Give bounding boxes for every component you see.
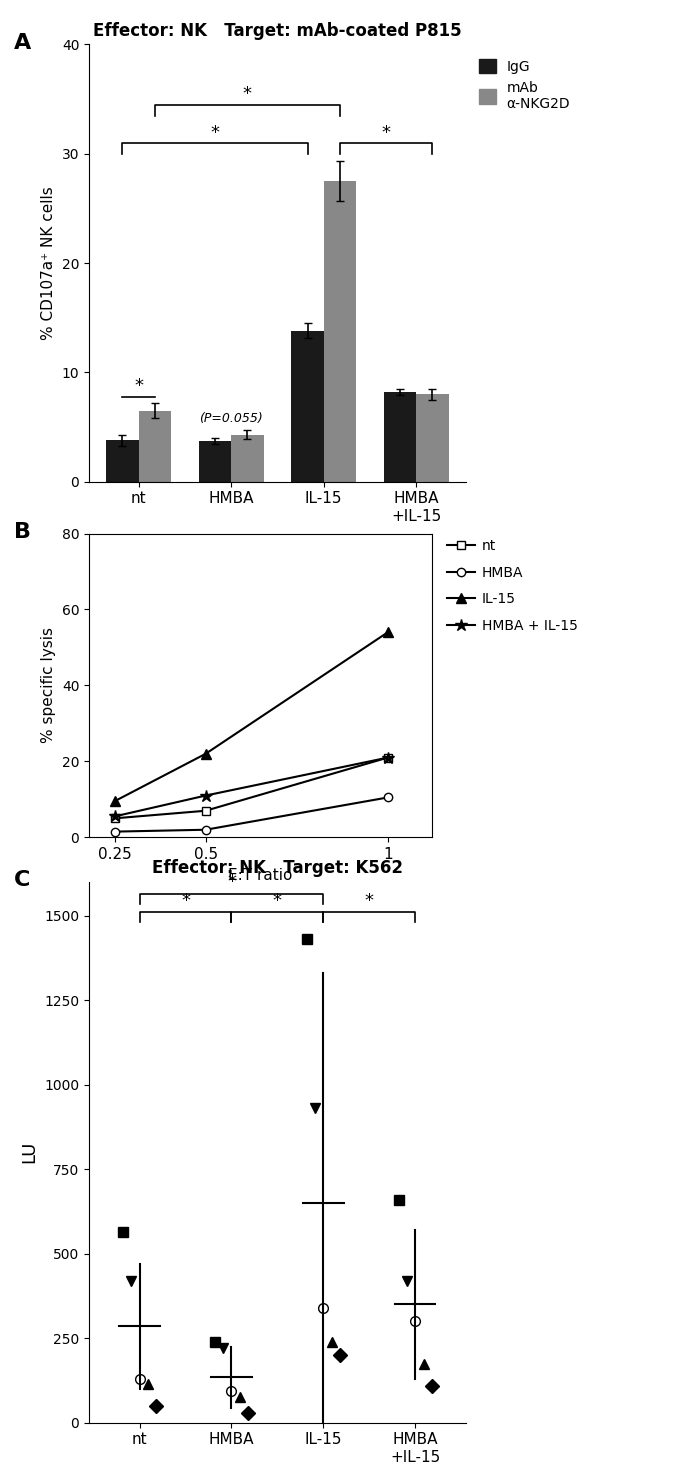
nt: [110, 809, 119, 827]
Bar: [138, 411, 171, 482]
Text: *: *: [181, 892, 190, 910]
Line: HMBA: HMBA: [110, 793, 392, 836]
nt: [201, 802, 210, 820]
Title: Effector: NK   Target: K562: Effector: NK Target: K562: [152, 860, 403, 877]
Text: C: C: [14, 870, 30, 889]
Bar: [324, 181, 356, 482]
HMBA + IL-15: [384, 748, 392, 766]
Text: *: *: [243, 86, 252, 104]
Bar: [231, 434, 264, 482]
Y-axis label: % CD107a⁺ NK cells: % CD107a⁺ NK cells: [41, 187, 56, 339]
HMBA: [201, 821, 210, 839]
Y-axis label: LU: LU: [21, 1141, 38, 1163]
Bar: [416, 394, 449, 482]
HMBA + IL-15: [110, 808, 119, 825]
HMBA: [110, 823, 119, 840]
Text: *: *: [210, 123, 219, 142]
Text: A: A: [14, 33, 31, 52]
Title: Effector: NK   Target: mAb-coated P815: Effector: NK Target: mAb-coated P815: [93, 22, 462, 40]
Text: (P=0.055): (P=0.055): [199, 412, 263, 425]
IL-15: [384, 624, 392, 642]
Line: HMBA + IL-15: HMBA + IL-15: [108, 751, 394, 823]
Text: *: *: [134, 378, 143, 396]
Line: nt: nt: [110, 753, 392, 823]
X-axis label: E:T ratio: E:T ratio: [228, 867, 292, 883]
HMBA: [384, 788, 392, 806]
Text: B: B: [14, 522, 31, 541]
IL-15: [201, 745, 210, 763]
nt: [384, 748, 392, 766]
Text: *: *: [382, 123, 390, 142]
Y-axis label: % specific lysis: % specific lysis: [41, 627, 56, 744]
Legend: nt, HMBA, IL-15, HMBA + IL-15: nt, HMBA, IL-15, HMBA + IL-15: [442, 534, 584, 639]
Text: *: *: [227, 873, 236, 891]
Text: *: *: [273, 892, 282, 910]
Bar: [106, 440, 138, 482]
Bar: [384, 393, 416, 482]
IL-15: [110, 793, 119, 811]
Bar: [199, 442, 231, 482]
Text: *: *: [365, 892, 374, 910]
Legend: IgG, mAb
α-NKG2D: IgG, mAb α-NKG2D: [473, 53, 576, 116]
HMBA + IL-15: [201, 787, 210, 805]
Bar: [291, 330, 324, 482]
Line: IL-15: IL-15: [110, 627, 393, 806]
